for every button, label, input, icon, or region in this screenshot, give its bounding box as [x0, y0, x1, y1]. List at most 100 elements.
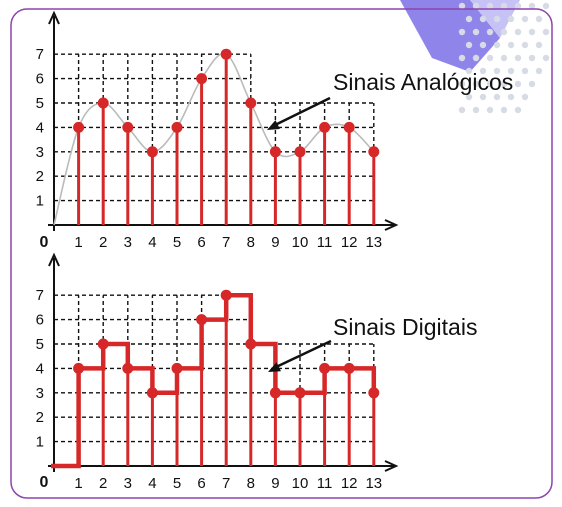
decor-dot — [493, 93, 501, 101]
x-tick-label: 2 — [99, 234, 107, 251]
decor-dot — [493, 15, 501, 23]
decor-dot — [472, 54, 480, 62]
y-tick-label: 4 — [36, 360, 44, 377]
x-tick-label: 1 — [74, 475, 82, 492]
sample-point — [343, 362, 355, 374]
x-tick-label: 5 — [173, 234, 181, 251]
x-tick-label: 4 — [148, 234, 156, 251]
annotation-label: Sinais Analógicos — [333, 69, 513, 95]
decor-dot — [521, 41, 529, 49]
decor-dot — [528, 28, 536, 36]
sample-point — [171, 362, 183, 374]
x-tick-label: 2 — [99, 475, 107, 492]
decor-dot — [479, 15, 487, 23]
decor-dot — [514, 54, 522, 62]
decor-dot — [535, 67, 543, 75]
y-tick-label: 5 — [36, 95, 44, 112]
x-axis-arrow-icon — [384, 219, 399, 231]
x-tick-label: 5 — [173, 475, 181, 492]
sample-point — [97, 338, 109, 350]
decor-purple-shape — [400, 0, 500, 72]
y-tick-label: 2 — [36, 168, 44, 185]
decor-dot — [458, 28, 466, 36]
y-tick-label: 2 — [36, 409, 44, 426]
x-tick-label: 4 — [148, 475, 156, 492]
decor-dot — [465, 93, 473, 101]
decor-dot — [472, 106, 480, 114]
decor-dot — [486, 80, 494, 88]
y-tick-label: 3 — [36, 144, 44, 161]
sample-point — [122, 121, 134, 133]
sample-point — [368, 146, 380, 158]
decor-dot — [500, 106, 508, 114]
y-tick-label: 7 — [36, 46, 44, 63]
decor-dot — [486, 2, 494, 10]
decor-dot — [493, 67, 501, 75]
x-tick-label: 6 — [197, 234, 205, 251]
x-tick-label: 11 — [317, 234, 333, 251]
y-tick-label: 4 — [36, 119, 44, 136]
decor-dot — [493, 41, 501, 49]
x-tick-label: 3 — [124, 475, 132, 492]
panel-border — [10, 8, 553, 499]
sample-point — [269, 146, 281, 158]
decor-dot — [486, 28, 494, 36]
decor-dot — [458, 80, 466, 88]
y-tick-label: 5 — [36, 336, 44, 353]
x-tick-label: 1 — [74, 234, 82, 251]
decor-dot — [458, 54, 466, 62]
decor-dot — [486, 54, 494, 62]
x-tick-label: 10 — [292, 234, 309, 251]
decor-dot — [535, 41, 543, 49]
y-tick-label: 6 — [36, 312, 44, 329]
decor-dot — [458, 106, 466, 114]
decor-dot — [542, 2, 550, 10]
x-tick-label: 11 — [317, 475, 333, 492]
sample-point — [245, 338, 257, 350]
decor-dot — [521, 15, 529, 23]
decor-dot — [507, 93, 515, 101]
x-tick-label: 3 — [124, 234, 132, 251]
sample-point — [343, 121, 355, 133]
decor-dot — [472, 2, 480, 10]
y-axis-arrow-icon — [48, 252, 60, 267]
decor-dot — [542, 28, 550, 36]
x-tick-label: 7 — [222, 475, 230, 492]
y-tick-label: 1 — [36, 193, 44, 210]
sample-point — [220, 48, 232, 60]
decor-dot — [528, 54, 536, 62]
x-tick-label: 8 — [247, 234, 255, 251]
y-tick-label: 1 — [36, 434, 44, 451]
decor-dot — [514, 106, 522, 114]
x-axis-arrow-icon — [384, 460, 399, 472]
annotation-arrow — [272, 96, 331, 128]
x-tick-label: 8 — [247, 475, 255, 492]
decor-dot — [472, 28, 480, 36]
sample-point — [294, 387, 306, 399]
decor-dot — [521, 93, 529, 101]
decor-dot — [528, 80, 536, 88]
decor-dot — [500, 54, 508, 62]
sample-point — [294, 146, 306, 158]
sample-point — [146, 146, 158, 158]
decor-dot — [535, 15, 543, 23]
decor-dot — [465, 67, 473, 75]
sample-point — [319, 121, 331, 133]
y-axis-arrow-icon — [48, 10, 60, 25]
origin-label: 0 — [40, 234, 49, 251]
sample-point — [122, 362, 134, 374]
sample-point — [196, 314, 208, 326]
sample-point — [319, 362, 331, 374]
annotation-label: Sinais Digitais — [333, 314, 477, 340]
decor-dot — [521, 67, 529, 75]
sample-point — [368, 387, 380, 399]
decor-dot — [479, 67, 487, 75]
decor-dot — [514, 2, 522, 10]
sample-point — [73, 121, 85, 133]
decor-dot — [486, 106, 494, 114]
decor-dot — [465, 15, 473, 23]
x-tick-label: 10 — [292, 475, 309, 492]
x-tick-label: 6 — [197, 475, 205, 492]
